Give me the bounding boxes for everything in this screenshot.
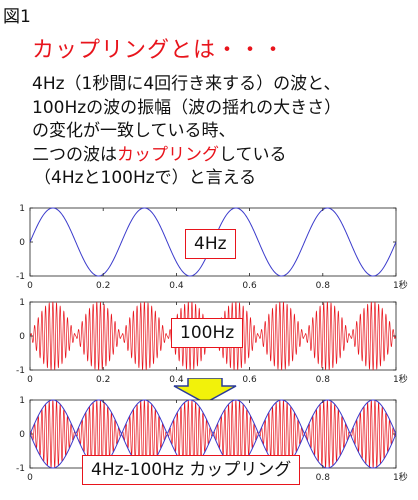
x-tick-label: 0.2 — [96, 281, 110, 291]
y-tick-label: -1 — [16, 272, 25, 282]
x-tick-label: 0.8 — [316, 375, 331, 385]
description-line-1: 4Hz（1秒間に4回行き来する）の波と、 — [32, 74, 341, 94]
y-tick-label: -1 — [16, 366, 25, 376]
callout-4hz: 4Hz — [185, 229, 236, 259]
down-arrow-icon — [173, 378, 237, 404]
x-tick-label: 0.8 — [316, 473, 331, 483]
x-tick-label: 0.4 — [169, 281, 184, 291]
y-tick-label: 0 — [19, 238, 25, 248]
x-tick-label: 0.8 — [316, 281, 331, 291]
x-tick-label: 0.6 — [242, 281, 257, 291]
figure-label: 図1 — [3, 7, 31, 27]
callout-100hz: 100Hz — [171, 318, 244, 348]
callout-coupling: 4Hz-100Hz カップリング — [82, 455, 301, 485]
y-tick-label: 0 — [19, 430, 25, 440]
x-tick-label: 0 — [27, 375, 33, 385]
description-line-5: （4Hzと100Hzで）と言える — [34, 168, 257, 188]
x-tick-label: 0.4 — [169, 375, 184, 385]
x-tick-label: 0.2 — [96, 375, 110, 385]
y-tick-label: 1 — [19, 396, 25, 406]
description-line-4: 二つの波はカップリングしている — [32, 144, 412, 168]
y-tick-label: 0 — [19, 332, 25, 342]
x-tick-label: 1秒 — [393, 373, 408, 385]
x-tick-label: 1秒 — [393, 471, 408, 483]
plot-4hz: 0 0.2 0.4 0.6 0.8 1秒 1 0 -1 — [0, 200, 418, 292]
description-line-4-pre: 二つの波は — [32, 144, 117, 165]
x-tick-label: 0 — [27, 281, 33, 291]
x-tick-label: 1秒 — [393, 279, 408, 291]
y-tick-label: 1 — [19, 298, 25, 308]
x-tick-label: 0 — [27, 473, 33, 483]
description-line-4-post: している — [219, 144, 287, 165]
description: 4Hz（1秒間に4回行き来する）の波と、 100Hzの波の振幅（波の揺れの大きさ… — [32, 73, 412, 191]
y-tick-label: 1 — [19, 204, 25, 214]
description-line-3: の変化が一致している時、 — [32, 121, 236, 141]
description-line-2: 100Hzの波の振幅（波の揺れの大きさ） — [32, 97, 342, 118]
y-tick-label: -1 — [16, 464, 25, 474]
x-tick-label: 0.6 — [242, 375, 257, 385]
heading: カップリングとは・・・ — [32, 38, 286, 63]
description-line-4-red: カップリング — [117, 144, 219, 165]
